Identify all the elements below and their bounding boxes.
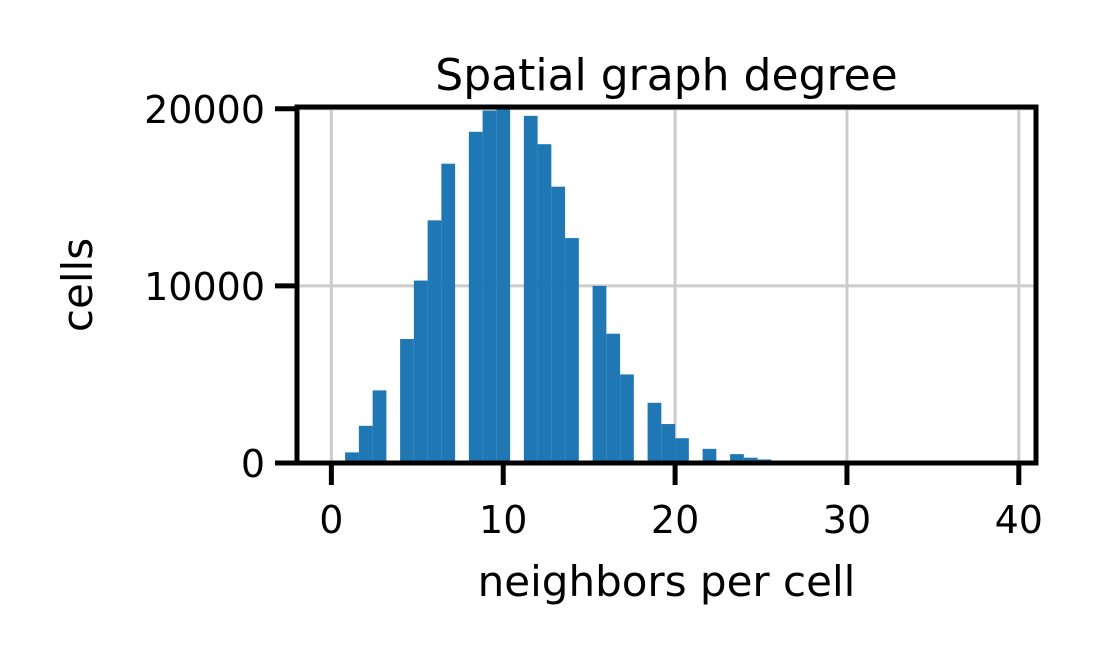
histogram-bar — [675, 438, 689, 463]
histogram-bar — [592, 285, 607, 463]
y-axis-ticks: 0 10000 20000 — [144, 88, 297, 486]
histogram-bar — [661, 424, 676, 463]
histogram-bar — [441, 163, 456, 463]
histogram-bar — [427, 220, 442, 463]
y-tick-label: 20000 — [144, 88, 265, 132]
x-tick-label: 30 — [823, 498, 871, 542]
x-tick-label: 40 — [995, 498, 1043, 542]
histogram-bar — [702, 448, 717, 463]
y-tick-label: 0 — [241, 442, 265, 486]
x-tick-label: 20 — [651, 498, 699, 542]
histogram-bar — [730, 454, 744, 463]
histogram-bar — [537, 144, 552, 463]
chart-title: Spatial graph degree — [435, 50, 897, 101]
histogram-bar — [565, 238, 579, 463]
x-tick-label: 0 — [319, 498, 343, 542]
y-tick-label: 10000 — [144, 265, 265, 309]
histogram-bar — [647, 402, 662, 463]
histogram-bar — [400, 339, 414, 463]
x-axis-label: neighbors per cell — [478, 557, 856, 606]
histogram-bar — [468, 131, 483, 463]
x-axis-ticks: 0 10 20 30 40 — [319, 463, 1043, 542]
histogram-bar — [620, 374, 634, 463]
histogram-bar — [372, 390, 387, 463]
histogram-bar — [606, 333, 621, 463]
histogram-bar — [496, 105, 511, 464]
histogram-bar — [358, 425, 373, 463]
x-tick-label: 10 — [479, 498, 527, 542]
y-axis-label: cells — [53, 238, 102, 332]
histogram-bar — [482, 110, 497, 463]
histogram-bar — [743, 457, 758, 463]
histogram-bar — [551, 186, 566, 464]
histogram-bars — [345, 105, 882, 464]
histogram-bar — [413, 280, 428, 463]
histogram-bar — [523, 115, 538, 464]
histogram-bar — [345, 452, 359, 463]
